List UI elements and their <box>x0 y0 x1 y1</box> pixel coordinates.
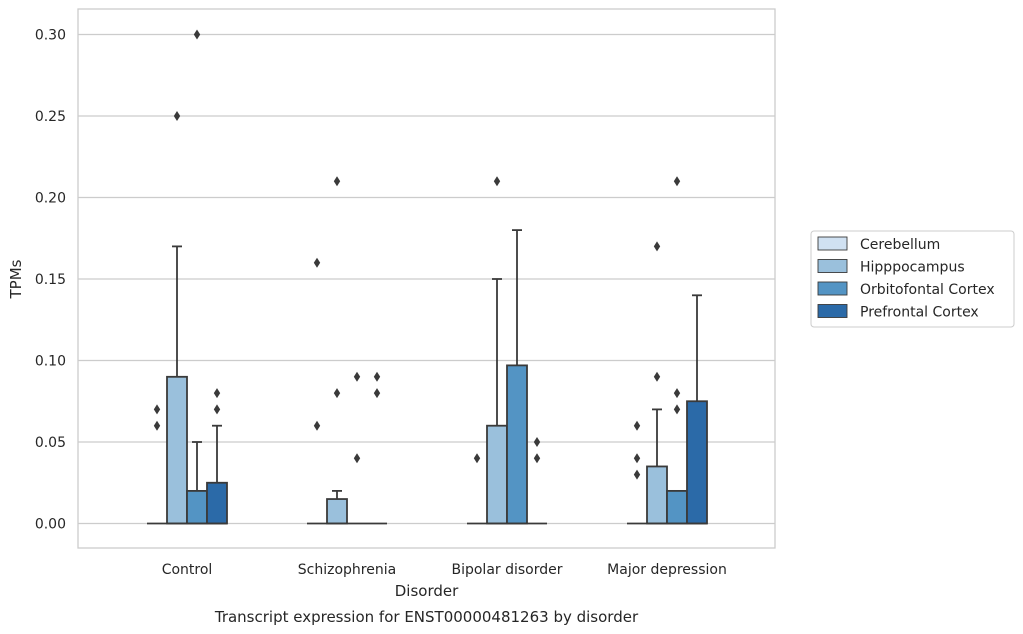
y-tick-label: 0.10 <box>35 354 66 370</box>
legend-swatch <box>817 236 848 251</box>
y-axis-ticks: 0.00 0.05 0.10 0.15 0.20 0.25 0.30 <box>35 28 66 533</box>
box-group <box>666 176 688 525</box>
legend-label: Orbitofontal Cortex <box>860 282 995 298</box>
outlier-point <box>333 388 341 399</box>
y-tick-label: 0.30 <box>35 28 66 44</box>
outlier-point <box>373 371 381 382</box>
box-group <box>646 241 668 525</box>
y-tick-label: 0.00 <box>35 517 66 533</box>
box-group <box>506 229 528 525</box>
box <box>186 489 208 525</box>
legend-frame <box>810 230 1015 328</box>
box <box>506 364 528 525</box>
box-group <box>486 176 508 525</box>
box-group <box>527 437 547 525</box>
outlier-point <box>493 176 501 187</box>
outlier-point <box>313 257 321 268</box>
outlier-point <box>213 388 221 399</box>
outlier-point <box>653 241 661 252</box>
legend: Cerebellum Hipppocampus Orbitofontal Corte… <box>810 230 1015 328</box>
legend-swatch <box>817 281 848 296</box>
outlier-point <box>533 437 541 447</box>
box-group <box>347 371 367 525</box>
outlier-point <box>633 453 641 464</box>
box-group <box>166 111 188 525</box>
x-tick-label: Control <box>162 562 213 578</box>
outlier-point <box>153 420 161 431</box>
y-tick-label: 0.15 <box>35 272 66 288</box>
legend-swatch <box>817 259 848 273</box>
outlier-point <box>673 176 681 187</box>
legend-label: Hipppocampus <box>860 260 965 276</box>
box <box>666 489 688 525</box>
y-tick-label: 0.20 <box>35 191 66 207</box>
chart-caption: Transcript expression for ENST0000048126… <box>214 608 639 626</box>
x-axis-ticks: Control Schizophrenia Bipolar disorder Majo… <box>162 562 727 578</box>
outlier-point <box>633 420 641 431</box>
legend-label: Cerebellum <box>860 237 940 253</box>
box-plots <box>147 29 708 525</box>
box-group <box>367 371 387 525</box>
outlier-point <box>533 453 541 464</box>
legend-label: Prefrontal Cortex <box>860 305 979 321</box>
box-group <box>326 176 348 525</box>
box-group <box>186 29 208 525</box>
x-tick-label: Schizophrenia <box>298 562 396 578</box>
y-axis-label: TPMs <box>7 259 25 299</box>
outlier-point <box>193 29 201 40</box>
box <box>326 498 348 525</box>
box <box>206 481 228 525</box>
outlier-point <box>353 371 361 382</box>
outlier-point <box>633 469 641 480</box>
outlier-point <box>673 388 681 399</box>
box <box>646 465 668 525</box>
outlier-point <box>653 371 661 382</box>
box-group <box>307 257 327 525</box>
outlier-point <box>213 404 221 415</box>
outlier-point <box>353 453 361 464</box>
box <box>166 375 188 525</box>
box-group <box>467 453 487 525</box>
box-group <box>686 294 708 525</box>
box-group <box>206 388 228 525</box>
outlier-point <box>313 420 321 431</box>
outlier-point <box>173 111 181 121</box>
x-tick-label: Bipolar disorder <box>451 562 562 578</box>
outlier-point <box>673 404 681 415</box>
x-axis-label: Disorder <box>395 582 459 600</box>
y-tick-label: 0.05 <box>35 435 66 451</box>
outlier-point <box>373 388 381 399</box>
legend-swatch <box>817 304 848 318</box>
y-tick-label: 0.25 <box>35 109 66 125</box>
plot-area <box>77 8 776 549</box>
outlier-point <box>333 176 341 187</box>
box-group <box>627 420 647 525</box>
box <box>486 424 508 525</box>
outlier-point <box>153 404 161 415</box>
outlier-point <box>473 453 481 464</box>
box <box>686 400 708 525</box>
x-tick-label: Major depression <box>607 562 727 578</box>
box-group <box>147 404 167 525</box>
